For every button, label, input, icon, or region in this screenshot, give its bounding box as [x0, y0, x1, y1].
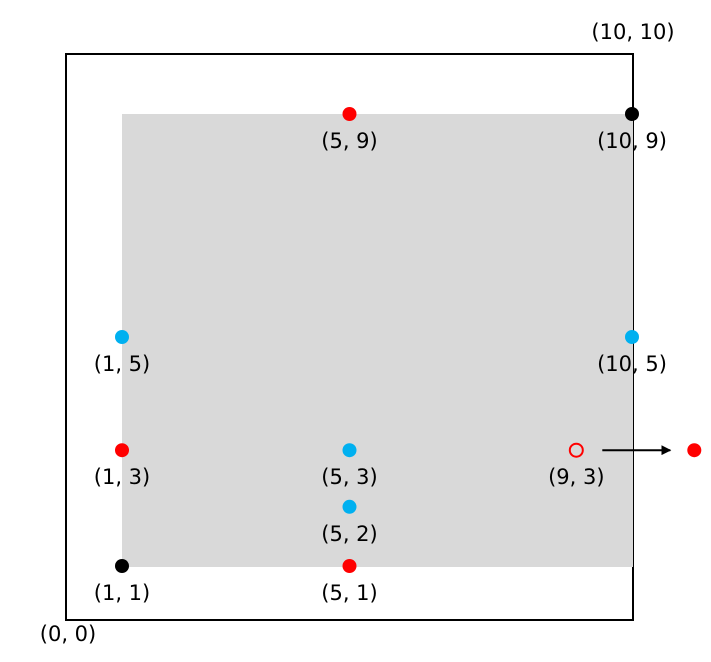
point-marker	[342, 107, 357, 121]
point-marker	[342, 559, 357, 573]
point-marker	[342, 443, 357, 458]
point-marker	[115, 559, 129, 573]
point-label: (5, 2)	[321, 522, 377, 546]
moved-point	[687, 443, 702, 458]
points-layer: (5, 9) (10, 9) (1, 5) (10, 5) (1, 3) (5, 3) (9…	[94, 107, 667, 605]
point-label: (1, 1)	[94, 581, 150, 605]
point-label: (5, 1)	[321, 581, 377, 605]
point-marker	[625, 107, 639, 121]
point-label: (1, 3)	[94, 465, 150, 489]
point-marker	[115, 330, 129, 344]
point-label: (5, 3)	[321, 465, 377, 489]
shaded-region	[122, 114, 633, 567]
point-marker	[568, 442, 584, 458]
point-marker	[625, 330, 639, 344]
point-label: (9, 3)	[548, 465, 604, 489]
point-marker	[115, 443, 129, 458]
origin-label: (0, 0)	[40, 622, 96, 646]
point-marker	[342, 499, 357, 514]
point-label: (1, 5)	[94, 352, 150, 376]
point-label: (10, 5)	[597, 352, 667, 376]
point-label: (5, 9)	[321, 129, 377, 153]
top-right-corner-label: (10, 10)	[591, 20, 674, 44]
point-label: (10, 9)	[597, 129, 667, 153]
